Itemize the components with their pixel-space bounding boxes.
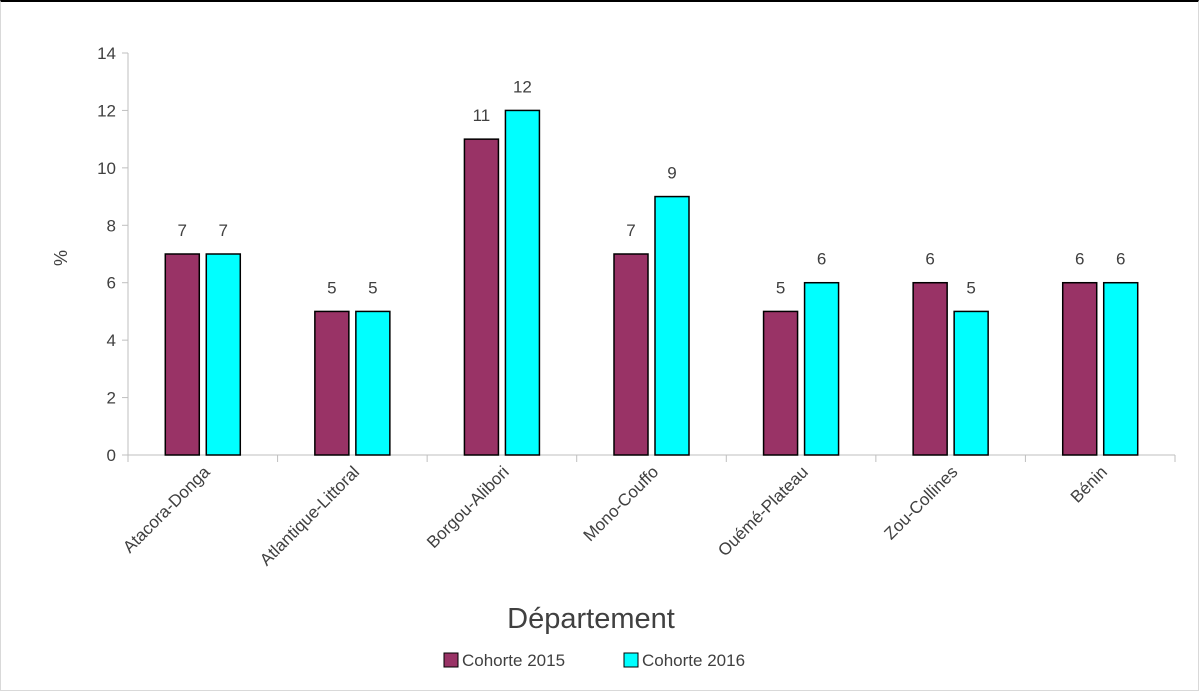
x-tick-label: Atlantique-Littoral	[256, 462, 363, 569]
y-tick-label: 12	[97, 101, 116, 120]
y-tick-label: 8	[107, 216, 116, 235]
legend-label: Cohorte 2016	[642, 651, 745, 670]
x-tick-label: Zou-Collines	[881, 462, 962, 543]
bar	[314, 310, 350, 456]
y-tick-label: 0	[107, 446, 116, 465]
y-tick-label: 10	[97, 159, 116, 178]
x-axis: Atacora-Donga Atlantique-Littoral Borgou-A…	[119, 454, 1176, 569]
x-axis-title: Département	[507, 603, 675, 635]
data-label: 5	[327, 278, 336, 297]
y-tick-label: 6	[107, 274, 116, 293]
y-tick-label: 2	[107, 389, 116, 408]
data-label: 6	[1075, 250, 1084, 269]
data-label: 12	[513, 77, 532, 96]
x-tick-label: Atacora-Donga	[119, 462, 214, 557]
data-label: 5	[966, 278, 975, 297]
bar	[912, 281, 948, 456]
legend: Cohorte 2015 Cohorte 2016	[443, 651, 745, 670]
data-label: 11	[473, 106, 491, 125]
y-axis: 0 2 4 6 8 10 12 14	[97, 44, 129, 465]
legend-label: Cohorte 2015	[462, 651, 565, 670]
data-labels: 7 7 5 5 11 12 7 9 5 6 6 5 6 6	[178, 77, 1126, 297]
x-tick-label: Ouémé-Plateau	[714, 462, 812, 560]
bar	[1061, 281, 1098, 456]
bar	[803, 281, 840, 456]
bar	[463, 138, 500, 456]
bar	[205, 253, 242, 456]
bar	[762, 310, 799, 456]
bars	[164, 109, 1139, 456]
x-tick-label: Borgou-Alibori	[423, 462, 513, 552]
bar	[613, 253, 649, 456]
data-label: 6	[925, 250, 934, 269]
data-label: 7	[626, 221, 635, 240]
data-label: 7	[219, 221, 228, 240]
data-label: 7	[178, 221, 187, 240]
y-axis-title: %	[51, 250, 71, 266]
bar	[654, 195, 690, 456]
bar	[355, 310, 391, 456]
data-label: 5	[368, 278, 377, 297]
x-tick-label: Bénin	[1067, 462, 1111, 506]
y-tick-label: 4	[107, 331, 116, 350]
data-label: 5	[776, 278, 785, 297]
x-tick-label: Mono-Couffo	[580, 462, 663, 545]
bar	[504, 109, 541, 456]
bar	[953, 310, 989, 456]
legend-swatch	[623, 652, 639, 668]
legend-swatch	[443, 652, 459, 668]
y-tick-label: 14	[97, 44, 116, 63]
data-label: 9	[667, 164, 676, 183]
data-label: 6	[1116, 250, 1125, 269]
bar	[1102, 281, 1139, 456]
data-label: 6	[817, 250, 826, 269]
bar	[164, 253, 201, 456]
